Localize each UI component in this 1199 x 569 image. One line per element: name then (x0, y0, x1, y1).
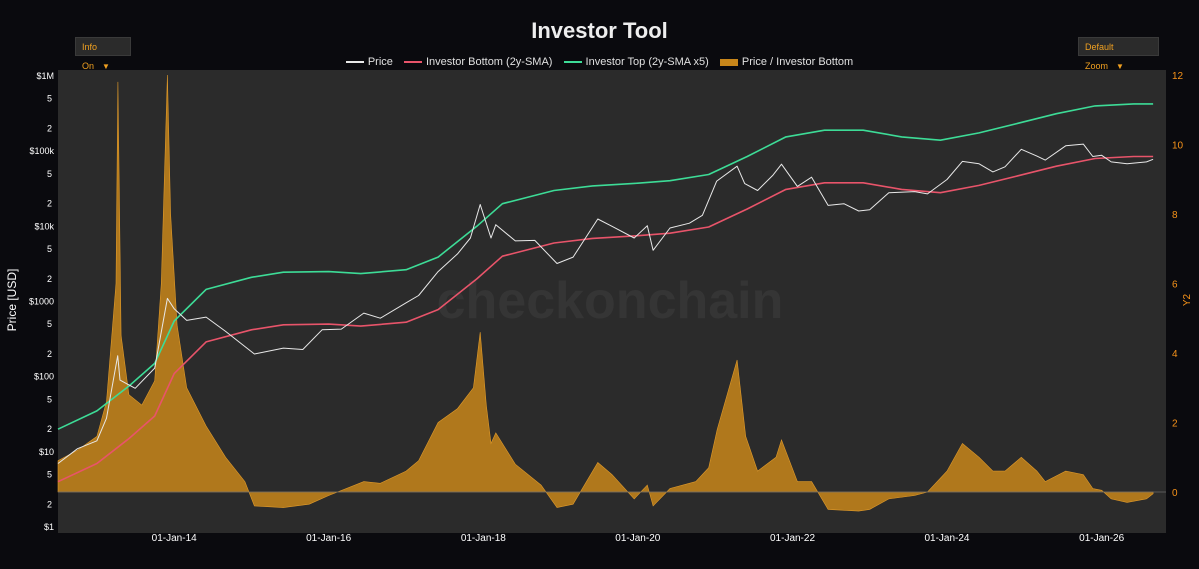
y-tick-label: $1000 (29, 297, 54, 307)
legend-label: Investor Bottom (2y-SMA) (425, 56, 553, 68)
legend-item-ratio[interactable]: Price / Investor Bottom (719, 56, 854, 68)
investor-bottom-line (57, 155, 1154, 483)
y-tick-label: $10 (39, 447, 54, 457)
zoom-label: Default Zoom (1085, 42, 1114, 71)
y-tick-label: 5 (47, 319, 52, 329)
ratio-area-series (57, 74, 1154, 512)
legend-swatch (563, 61, 582, 64)
legend-swatch (719, 58, 738, 66)
y-tick-label: 2 (47, 499, 52, 509)
legend-item-investor-top[interactable]: Investor Top (2y-SMA x5) (563, 56, 709, 68)
y2-tick-label: 6 (1172, 280, 1178, 291)
y-tick-label: 5 (47, 169, 52, 179)
x-axis: 01-Jan-14 01-Jan-16 01-Jan-18 01-Jan-20 01-J… (152, 533, 1125, 544)
y-tick-label: $1 (44, 522, 54, 532)
x-tick-label: 01-Jan-14 (152, 533, 197, 544)
y-tick-label: 5 (47, 394, 52, 404)
y-tick-label: 5 (47, 469, 52, 479)
y2-tick-label: 4 (1172, 349, 1178, 360)
y-axis: $1 2 5 $10 2 5 $100 2 5 $1000 2 5 $10k 2 5 $100k 2 5 $1M (29, 71, 55, 532)
y2-tick-label: 10 (1172, 141, 1184, 152)
x-tick-label: 01-Jan-22 (770, 533, 815, 544)
legend-item-investor-bottom[interactable]: Investor Bottom (2y-SMA) (403, 56, 553, 68)
x-tick-label: 01-Jan-16 (306, 533, 351, 544)
y-tick-label: 2 (47, 199, 52, 209)
price-line (57, 143, 1154, 464)
info-toggle-label: Info On (82, 42, 98, 71)
legend-swatch (403, 61, 422, 64)
legend-item-price[interactable]: Price (345, 56, 393, 68)
y-tick-label: 2 (47, 274, 52, 284)
y-tick-label: 2 (47, 124, 52, 134)
plot-area[interactable] (58, 70, 1166, 533)
legend-label: Price / Investor Bottom (741, 56, 854, 68)
y2-tick-label: 2 (1172, 419, 1178, 430)
legend-label: Investor Top (2y-SMA x5) (585, 56, 709, 68)
y-tick-label: 2 (47, 424, 52, 434)
chevron-down-icon: ▼ (102, 62, 110, 71)
watermark: checkonchain (437, 272, 784, 330)
y-tick-label: $10k (34, 221, 54, 231)
legend-swatch (345, 61, 364, 64)
x-tick-label: 01-Jan-26 (1079, 533, 1124, 544)
y2-tick-label: 8 (1172, 210, 1178, 221)
y-axis-title: Price [USD] (5, 269, 19, 332)
y-tick-label: $1M (36, 71, 54, 81)
zoom-dropdown[interactable]: Default Zoom ▼ (1078, 37, 1159, 71)
y2-axis-title: Y2 (1182, 293, 1193, 306)
ratio-area-path (57, 74, 1154, 512)
y-tick-label: 5 (47, 94, 52, 104)
legend: Price Investor Bottom (2y-SMA) Investor … (0, 56, 1199, 68)
y-tick-label: 2 (47, 349, 52, 359)
y-tick-label: 5 (47, 244, 52, 254)
y2-tick-label: 12 (1172, 71, 1184, 82)
x-tick-label: 01-Jan-20 (615, 533, 660, 544)
x-tick-label: 01-Jan-24 (924, 533, 969, 544)
legend-label: Price (367, 56, 393, 68)
investor-top-line (57, 103, 1154, 430)
y-tick-label: $100k (29, 146, 54, 156)
info-toggle-dropdown[interactable]: Info On ▼ (75, 37, 131, 71)
y2-axis: 0 2 4 6 8 10 12 (1172, 71, 1184, 499)
x-tick-label: 01-Jan-18 (461, 533, 506, 544)
chevron-down-icon: ▼ (1116, 62, 1124, 71)
line-series-group (57, 103, 1154, 483)
y2-tick-label: 0 (1172, 488, 1178, 499)
chart-title: Investor Tool (531, 18, 668, 43)
y-tick-label: $100 (34, 372, 54, 382)
